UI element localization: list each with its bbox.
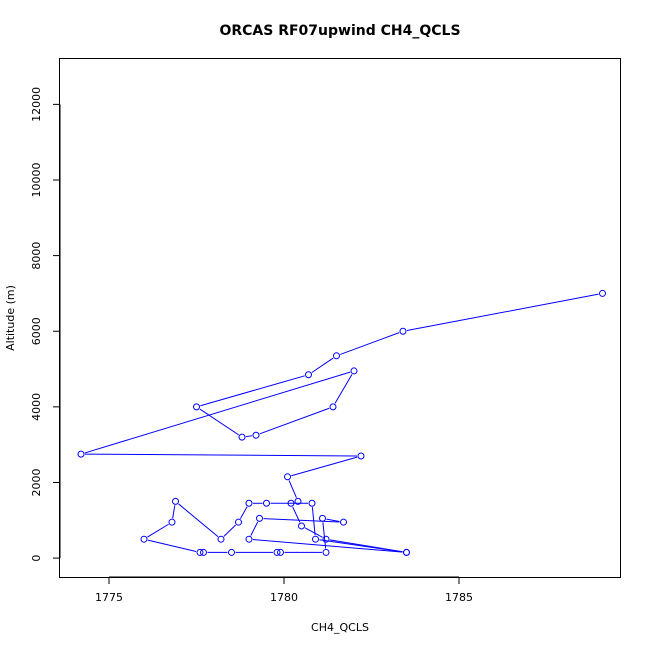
y-tick-label: 10000 xyxy=(30,162,43,197)
y-tick-label: 2000 xyxy=(30,468,43,496)
data-point xyxy=(333,352,340,360)
series-segment xyxy=(199,408,239,436)
data-point xyxy=(245,499,253,507)
series-segment xyxy=(200,375,305,407)
data-point xyxy=(263,499,270,507)
series-segment xyxy=(259,407,330,435)
series-segment xyxy=(322,522,327,549)
data-point xyxy=(322,535,330,543)
series-segment xyxy=(263,518,340,523)
data-point xyxy=(308,499,316,507)
chart-title: ORCAS RF07upwind CH4_QCLS xyxy=(219,23,460,39)
data-point xyxy=(245,535,253,543)
y-tick-label: 0 xyxy=(30,555,43,562)
data-point xyxy=(319,514,326,522)
series-segment xyxy=(178,503,219,538)
series-segment xyxy=(147,523,169,538)
data-point xyxy=(322,548,330,556)
y-axis-label: Altitude (m) xyxy=(4,285,17,351)
data-point xyxy=(168,518,176,526)
data-point xyxy=(284,473,291,481)
series-segment xyxy=(406,293,599,331)
data-point xyxy=(340,518,347,526)
data-point xyxy=(172,497,179,505)
x-tick-label: 1785 xyxy=(445,591,473,604)
data-point xyxy=(140,535,148,543)
series-segment xyxy=(172,505,176,519)
series-segment xyxy=(245,435,253,438)
series-segment xyxy=(250,521,259,536)
series-segment xyxy=(223,524,236,537)
data-point xyxy=(228,548,235,556)
x-tick-label: 1780 xyxy=(270,591,298,604)
data-point xyxy=(294,497,302,505)
x-tick-label: 1775 xyxy=(95,591,123,604)
data-point xyxy=(238,433,246,441)
series-segment xyxy=(326,518,340,522)
data-point xyxy=(599,289,606,297)
series-segment xyxy=(240,506,248,519)
data-point xyxy=(235,518,242,526)
data-point xyxy=(256,514,263,522)
series-segment xyxy=(288,480,297,498)
series-ch4 xyxy=(77,289,606,556)
y-tick-label: 4000 xyxy=(30,393,43,421)
data-point xyxy=(312,535,319,543)
series-segment xyxy=(334,374,353,404)
y-tick-label: 12000 xyxy=(30,87,43,122)
data-point xyxy=(252,431,260,439)
series-segment xyxy=(84,453,358,457)
series-segment xyxy=(304,527,323,538)
data-point xyxy=(350,367,358,375)
y-tick-label: 6000 xyxy=(30,317,43,345)
x-axis-label: CH4_QCLS xyxy=(311,621,369,634)
series-segment xyxy=(311,357,334,373)
data-point xyxy=(200,548,207,556)
data-point xyxy=(399,327,407,335)
data-point xyxy=(277,548,284,556)
data-point xyxy=(357,452,365,460)
data-point xyxy=(196,548,204,556)
data-point xyxy=(298,522,305,530)
series-segment xyxy=(340,332,400,355)
data-point xyxy=(193,403,200,411)
series-segment xyxy=(319,539,403,553)
data-point xyxy=(403,548,410,556)
y-axis: 0 2000 4000 6000 8000 10000 12000 xyxy=(30,87,61,562)
data-point xyxy=(329,403,337,411)
data-point xyxy=(305,371,312,379)
y-tick-label: 8000 xyxy=(30,242,43,270)
data-point xyxy=(217,535,225,543)
series-segment xyxy=(252,539,403,553)
data-point xyxy=(273,548,281,556)
plot-frame xyxy=(59,58,621,578)
series-segment xyxy=(84,371,351,454)
series-segment xyxy=(291,456,358,477)
x-axis: 1775 1780 1785 xyxy=(95,576,473,604)
data-point xyxy=(287,499,295,507)
data-point xyxy=(77,450,85,458)
series-segment xyxy=(147,539,197,552)
